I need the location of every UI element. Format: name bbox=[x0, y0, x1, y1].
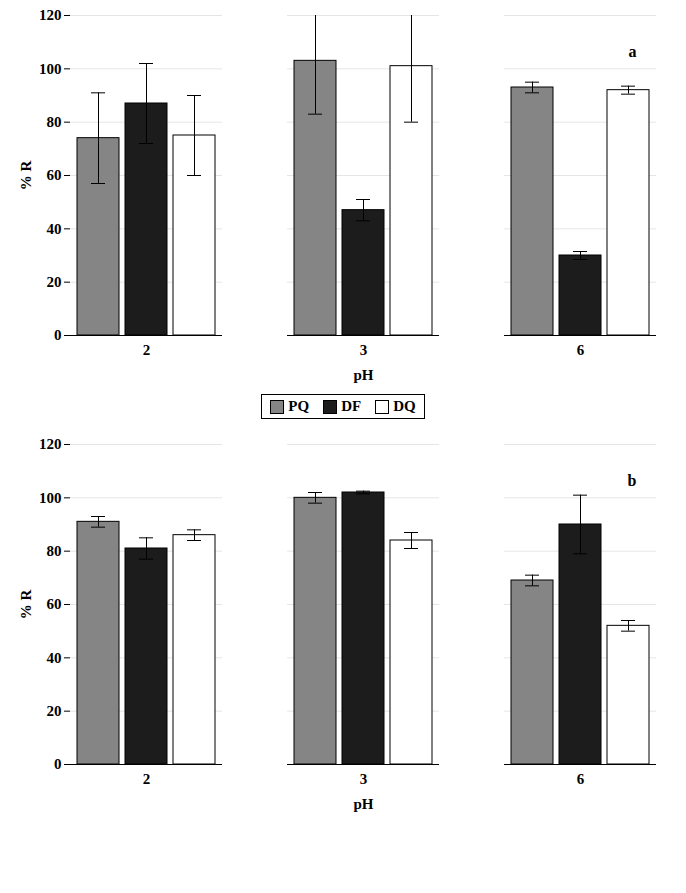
svg-text:b: b bbox=[628, 472, 637, 489]
svg-text:6: 6 bbox=[577, 342, 585, 358]
svg-text:80: 80 bbox=[47, 543, 62, 559]
svg-text:3: 3 bbox=[360, 342, 368, 358]
svg-text:40: 40 bbox=[47, 650, 62, 666]
svg-text:60: 60 bbox=[47, 167, 62, 183]
svg-text:pH: pH bbox=[353, 796, 373, 812]
svg-text:pH: pH bbox=[353, 367, 373, 383]
svg-text:80: 80 bbox=[47, 114, 62, 130]
svg-text:2: 2 bbox=[143, 771, 151, 787]
svg-text:20: 20 bbox=[47, 703, 62, 719]
svg-text:120: 120 bbox=[39, 436, 62, 452]
svg-text:20: 20 bbox=[47, 274, 62, 290]
svg-text:100: 100 bbox=[39, 61, 62, 77]
svg-text:% R: % R bbox=[18, 590, 34, 620]
html-text:DF: DF bbox=[341, 398, 362, 414]
svg-text:% R: % R bbox=[18, 161, 34, 191]
svg-text:100: 100 bbox=[39, 490, 62, 506]
svg-text:120: 120 bbox=[39, 7, 62, 23]
svg-text:2: 2 bbox=[143, 342, 151, 358]
svg-text:0: 0 bbox=[54, 756, 62, 772]
svg-text:60: 60 bbox=[47, 596, 62, 612]
html-text:PQ: PQ bbox=[288, 398, 310, 414]
svg-text:6: 6 bbox=[577, 771, 585, 787]
svg-text:40: 40 bbox=[47, 221, 62, 237]
svg-text:0: 0 bbox=[54, 327, 62, 343]
svg-text:a: a bbox=[629, 43, 637, 60]
svg-text:3: 3 bbox=[360, 771, 368, 787]
html-text:DQ: DQ bbox=[393, 398, 416, 414]
